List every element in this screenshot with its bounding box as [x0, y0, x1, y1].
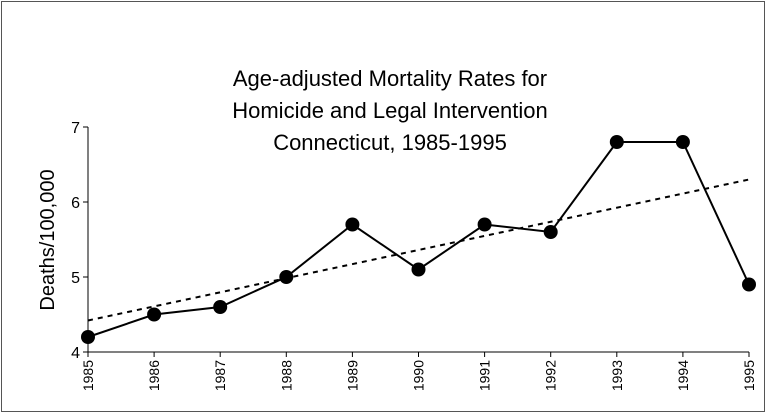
y-tick-label: 4: [71, 345, 80, 362]
x-tick-label: 1995: [741, 360, 757, 391]
x-tick-label: 1986: [146, 360, 162, 391]
y-tick-label: 5: [71, 270, 80, 287]
data-point: [742, 277, 756, 292]
data-point: [675, 135, 690, 149]
y-axis-label: Deaths/100,000: [37, 169, 59, 310]
data-point: [345, 217, 360, 232]
x-tick-label: 1988: [278, 360, 294, 391]
chart-title: Homicide and Legal Intervention: [232, 98, 548, 123]
data-point: [147, 307, 162, 322]
trend-line: [87, 178, 750, 322]
x-tick-label: 1990: [411, 360, 427, 391]
data-point: [279, 270, 294, 284]
data-line: [87, 141, 750, 338]
y-tick-label: 6: [71, 195, 80, 212]
x-tick-label: 1987: [212, 360, 228, 391]
data-point: [213, 300, 228, 314]
data-point: [477, 217, 492, 232]
data-point: [81, 330, 95, 344]
x-tick-label: 1989: [344, 360, 360, 391]
x-tick-label: 1993: [609, 360, 625, 391]
x-tick-label: 1985: [80, 360, 96, 391]
data-point: [543, 225, 558, 239]
data-point: [609, 135, 624, 149]
x-tick-label: 1992: [543, 360, 559, 391]
chart-title: Age-adjusted Mortality Rates for: [233, 66, 547, 91]
y-tick-label: 7: [71, 120, 80, 137]
x-tick-label: 1991: [477, 360, 493, 391]
x-tick-label: 1994: [675, 360, 691, 391]
data-point: [411, 262, 426, 277]
chart-title: Connecticut, 1985-1995: [273, 130, 507, 155]
